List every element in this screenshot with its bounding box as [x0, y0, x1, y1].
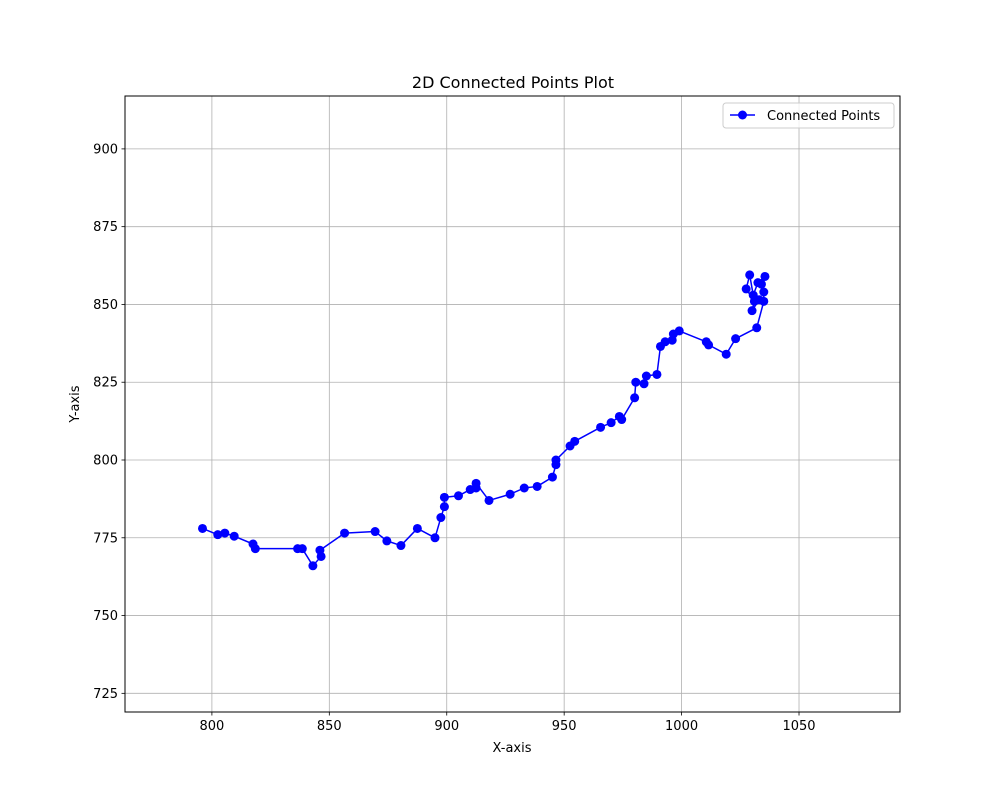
data-point	[753, 278, 763, 288]
legend-box	[722, 102, 895, 129]
data-point	[631, 377, 641, 387]
data-point	[551, 455, 561, 465]
data-point	[570, 436, 580, 446]
data-point	[747, 306, 757, 316]
y-tick-label: 900	[93, 142, 118, 157]
data-point	[439, 502, 449, 512]
data-point	[617, 415, 627, 425]
data-point	[754, 295, 764, 305]
data-point	[396, 541, 406, 551]
data-point	[505, 489, 515, 499]
data-point	[430, 533, 440, 543]
data-point	[382, 536, 392, 546]
data-point	[532, 481, 542, 491]
data-point	[220, 528, 230, 538]
y-tick-label: 800	[93, 454, 118, 469]
data-point	[484, 495, 494, 505]
y-tick-label: 725	[93, 687, 118, 702]
data-point	[721, 349, 731, 359]
data-point	[606, 418, 616, 428]
data-point	[547, 472, 557, 482]
data-point	[412, 523, 422, 533]
data-point	[436, 513, 446, 523]
data-point	[229, 531, 239, 541]
data-point	[596, 422, 606, 432]
data-point	[745, 270, 755, 280]
legend-label: Connected Points	[767, 109, 880, 124]
data-point	[731, 334, 741, 344]
y-tick-label: 825	[93, 376, 118, 391]
data-point	[519, 483, 529, 493]
data-point	[250, 544, 260, 554]
x-axis-title: X-axis	[493, 741, 532, 756]
chart-title: 2D Connected Points Plot	[412, 73, 614, 92]
x-tick-label: 850	[317, 719, 342, 734]
data-point	[759, 287, 769, 297]
y-tick-label: 775	[93, 531, 118, 546]
data-point	[704, 340, 714, 350]
y-axis-title: Y-axis	[68, 385, 83, 423]
data-point	[752, 323, 762, 333]
x-tick-label: 950	[552, 719, 577, 734]
data-point	[630, 393, 640, 403]
data-point	[315, 545, 325, 555]
data-point	[198, 523, 207, 533]
x-tick-label: 900	[434, 719, 459, 734]
x-axis-ticks: 800 850 900 950 1000 1050	[199, 712, 816, 734]
data-point	[370, 527, 380, 537]
x-tick-label: 1000	[665, 719, 698, 734]
x-tick-label: 800	[199, 719, 224, 734]
data-point	[471, 478, 481, 488]
data-point	[439, 492, 449, 502]
legend-marker-swatch	[738, 110, 747, 120]
y-tick-label: 875	[93, 220, 118, 235]
data-point	[213, 530, 223, 540]
data-point	[760, 271, 770, 281]
data-point	[639, 379, 649, 389]
data-point	[297, 544, 307, 554]
legend: Connected Points	[722, 102, 895, 129]
data-point	[652, 369, 662, 379]
data-point	[674, 326, 684, 336]
data-point	[660, 337, 670, 347]
x-tick-label: 1050	[782, 719, 815, 734]
data-point	[741, 284, 751, 294]
y-tick-label: 850	[93, 298, 118, 313]
y-axis-ticks: 725 750 775 800 825 850 875 900	[93, 142, 125, 702]
data-point	[308, 561, 318, 571]
data-point	[340, 528, 350, 538]
plot-area	[124, 95, 901, 713]
data-point	[453, 491, 463, 501]
series	[198, 270, 770, 571]
grid	[125, 96, 900, 712]
y-tick-label: 750	[93, 609, 118, 624]
data-point	[641, 371, 651, 381]
